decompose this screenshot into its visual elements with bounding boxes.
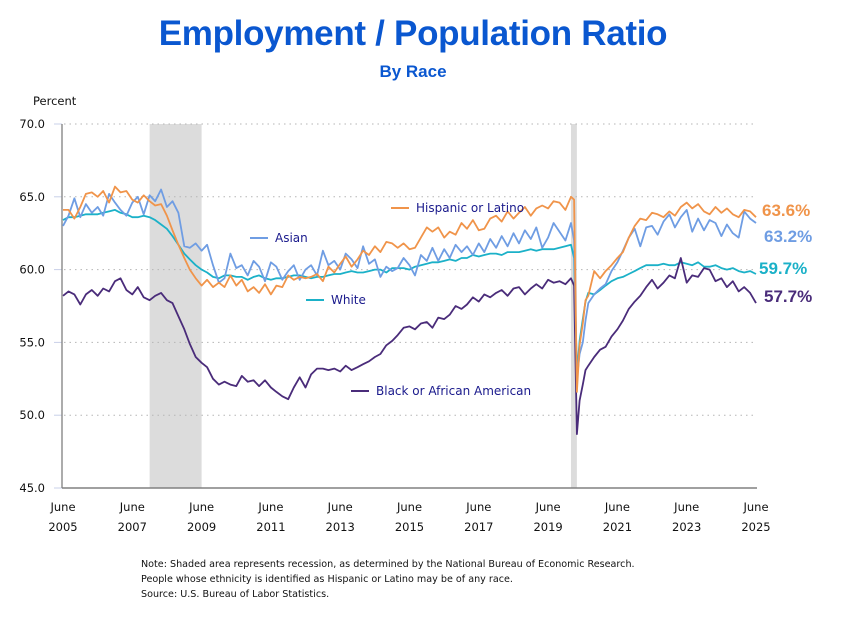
x-tick-year: 2023 [672,520,701,534]
end-labels: 63.6% 63.2% 59.7% 57.7% [759,201,812,306]
recession-band [149,124,202,488]
x-tick-month: June [535,500,561,514]
x-tick-year: 2011 [256,520,285,534]
y-tick-label: 60.0 [19,263,45,277]
x-tick-year: 2005 [48,520,77,534]
end-label: 59.7% [759,259,807,278]
legend-label: Black or African American [376,384,531,398]
end-label: 63.2% [764,227,812,246]
y-tick-label: 55.0 [19,335,45,349]
x-tick-year: 2017 [464,520,493,534]
axes: 45.0 50.0 55.0 60.0 65.0 70.0 June 2005 June 2007… [19,117,770,534]
x-tick-year: 2015 [395,520,424,534]
legend-label: Hispanic or Latino [416,201,524,215]
x-tick-month: June [188,500,214,514]
x-tick-month: June [119,500,145,514]
legend-label: Asian [275,231,308,245]
note-recession: Note: Shaded area represents recession, … [141,559,635,570]
series-lines [62,185,757,436]
y-tick-label: 70.0 [19,117,45,131]
x-tick-month: June [396,500,422,514]
x-tick-month: June [327,500,353,514]
x-tick-year: 2013 [326,520,355,534]
x-tick-year: 2009 [187,520,216,534]
legend: Hispanic or Latino Asian White Black or Afr… [250,201,531,398]
x-tick-year: 2025 [741,520,770,534]
gridlines [64,123,757,416]
series-line-black-or-african-american [62,257,757,436]
note-source: Source: U.S. Bureau of Labor Statistics. [141,589,330,600]
legend-label: White [331,293,366,307]
x-tick-month: June [49,500,75,514]
y-tick-label: 50.0 [19,408,45,422]
x-tick-month: June [257,500,283,514]
x-tick-year: 2007 [118,520,147,534]
series-line-hispanic-or-latino [63,185,757,393]
x-tick-year: 2019 [533,520,562,534]
y-tick-label: 65.0 [19,190,45,204]
y-axis-label: Percent [33,94,77,108]
note-ethnicity: People whose ethnicity is identified as … [141,574,513,585]
footnotes: Note: Shaded area represents recession, … [141,557,635,602]
series-line-asian [62,188,757,380]
end-label: 63.6% [762,201,810,220]
x-tick-year: 2021 [603,520,632,534]
chart-subtitle: By Race [379,62,447,81]
y-tick-label: 45.0 [19,481,45,495]
chart-title: Employment / Population Ratio [158,14,668,53]
x-tick-month: June [742,500,768,514]
x-tick-month: June [465,500,491,514]
end-label: 57.7% [764,287,812,306]
x-tick-month: June [604,500,630,514]
x-tick-month: June [673,500,699,514]
